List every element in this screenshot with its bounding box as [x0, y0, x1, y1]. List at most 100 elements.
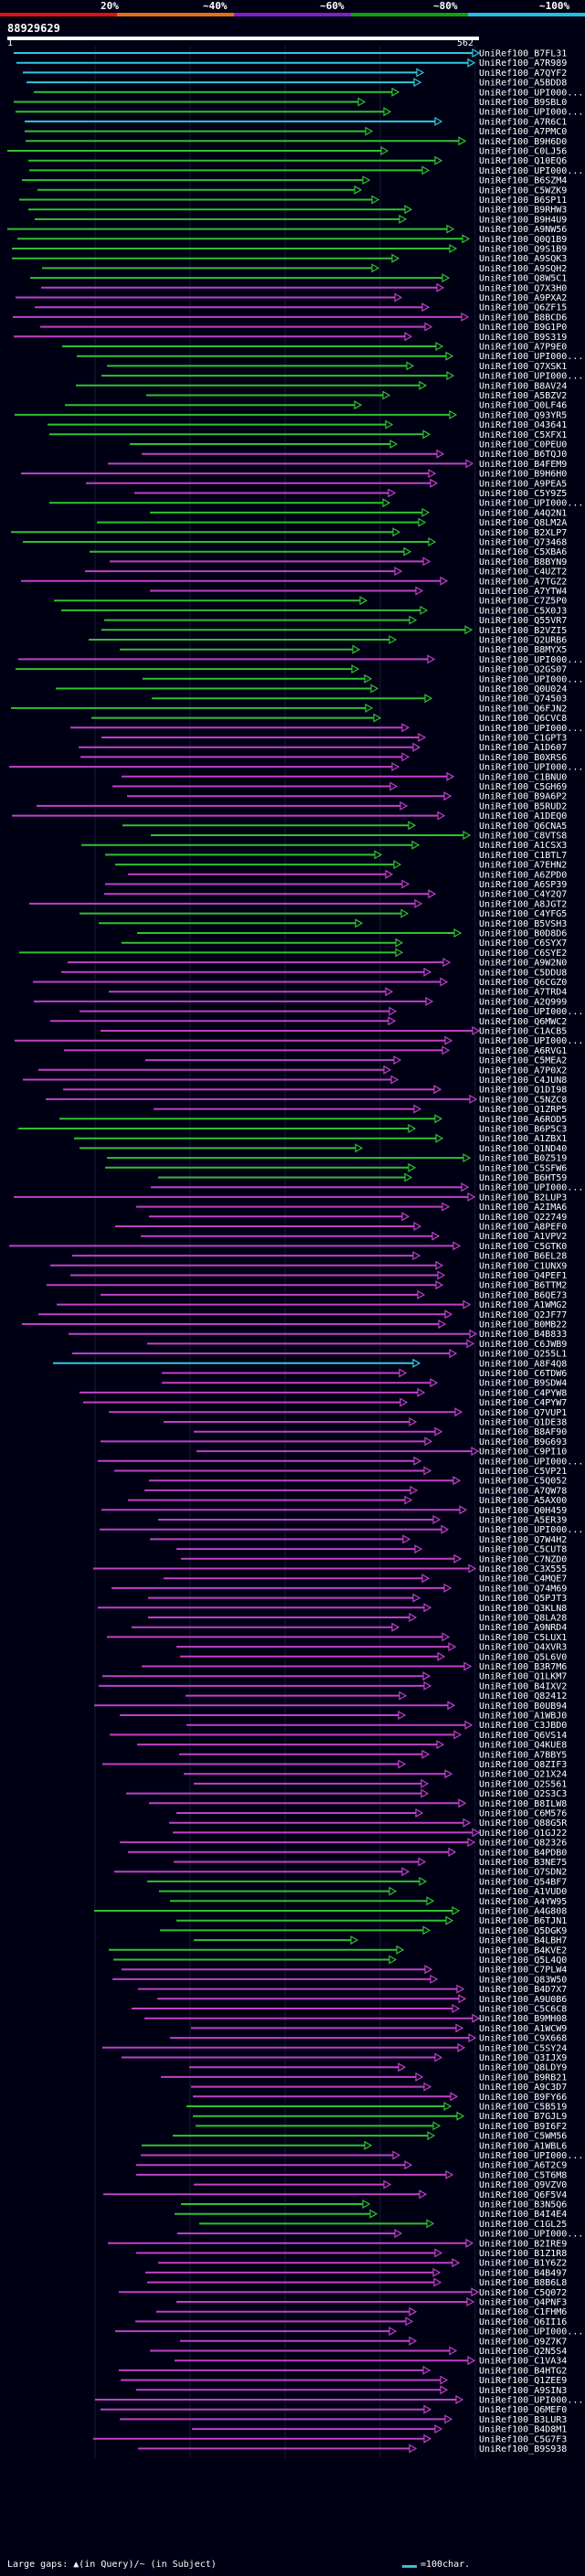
hit-row[interactable]: UniRef100_Q8LA28	[148, 1612, 567, 1624]
hit-row[interactable]: UniRef100_Q82412	[186, 1691, 567, 1701]
hit-label[interactable]: UniRef100_Q8ZIF3	[479, 1760, 567, 1770]
hit-label[interactable]: UniRef100_A1D607	[479, 743, 567, 753]
hit-label[interactable]: UniRef100_A7QYF2	[479, 69, 567, 79]
hit-row[interactable]: UniRef100_O43641	[48, 419, 567, 430]
hit-label[interactable]: UniRef100_A1CSX3	[479, 841, 567, 851]
hit-row[interactable]: UniRef100_B8B6L8	[147, 2277, 567, 2288]
hit-label[interactable]: UniRef100_C4Y2Q7	[479, 890, 567, 900]
hit-label[interactable]: UniRef100_Q7W4H2	[479, 1535, 567, 1545]
hit-row[interactable]: UniRef100_B9S319	[14, 332, 567, 343]
hit-row[interactable]: UniRef100_A7R989	[16, 58, 567, 69]
hit-label[interactable]: UniRef100_B9S938	[479, 2444, 567, 2454]
hit-label[interactable]: UniRef100_C5Q052	[479, 1477, 567, 1487]
hit-label[interactable]: UniRef100_C1BNU0	[479, 772, 567, 782]
hit-label[interactable]: UniRef100_A7P9E0	[479, 343, 567, 353]
hit-row[interactable]: UniRef100_B6QE73	[101, 1289, 567, 1300]
hit-label[interactable]: UniRef100_B2VZI5	[479, 626, 567, 636]
hit-row[interactable]: UniRef100_Q4KUE8	[137, 1740, 567, 1751]
hit-row[interactable]: UniRef100_B4B497	[145, 2267, 567, 2278]
hit-label[interactable]: UniRef100_UPI000...	[479, 1007, 583, 1017]
hit-label[interactable]: UniRef100_A7BBY5	[479, 1750, 567, 1760]
hit-row[interactable]: UniRef100_Q8W5C1	[30, 273, 567, 284]
hit-row[interactable]: UniRef100_A7EHN2	[115, 860, 567, 871]
hit-label[interactable]: UniRef100_B7GJL9	[479, 2112, 567, 2122]
hit-row[interactable]: UniRef100_A1CSX3	[81, 840, 567, 851]
hit-row[interactable]: UniRef100_Q74503	[152, 694, 567, 705]
hit-row[interactable]: UniRef100_C1UNX9	[50, 1260, 567, 1271]
hit-label[interactable]: UniRef100_UPI000...	[479, 2327, 583, 2337]
hit-row[interactable]: UniRef100_B4KVE2	[109, 1945, 567, 1956]
hit-label[interactable]: UniRef100_B0UB94	[479, 1701, 567, 1712]
hit-row[interactable]: UniRef100_Q5PJT3	[148, 1593, 567, 1604]
hit-label[interactable]: UniRef100_C4PYW8	[479, 1388, 567, 1398]
hit-label[interactable]: UniRef100_C9X668	[479, 2034, 567, 2044]
hit-row[interactable]: UniRef100_Q5L6V0	[180, 1651, 567, 1662]
hit-row[interactable]: UniRef100_C5Q072	[119, 2287, 567, 2298]
hit-row[interactable]: UniRef100_Q7VUP1	[109, 1407, 567, 1418]
hit-label[interactable]: UniRef100_UPI000...	[479, 2396, 583, 2406]
hit-row[interactable]: UniRef100_C8VTS8	[151, 830, 567, 842]
hit-label[interactable]: UniRef100_A9NW56	[479, 225, 567, 235]
hit-row[interactable]: UniRef100_A2Q999	[34, 996, 567, 1007]
hit-label[interactable]: UniRef100_C5WZK9	[479, 186, 567, 196]
hit-label[interactable]: UniRef100_Q2JF77	[479, 1310, 567, 1320]
hit-row[interactable]: UniRef100_UPI000...	[9, 762, 583, 773]
hit-label[interactable]: UniRef100_UPI000...	[479, 499, 583, 509]
hit-label[interactable]: UniRef100_A7QW78	[479, 1486, 567, 1496]
hit-row[interactable]: UniRef100_C9X668	[170, 2033, 567, 2044]
hit-label[interactable]: UniRef100_B8MYX5	[479, 645, 567, 655]
hit-row[interactable]: UniRef100_A9NW56	[7, 224, 567, 235]
hit-row[interactable]: UniRef100_Q6FJN2	[11, 703, 567, 714]
hit-row[interactable]: UniRef100_A9SQK3	[12, 253, 567, 264]
hit-row[interactable]: UniRef100_Q8LDY9	[189, 2062, 567, 2073]
hit-label[interactable]: UniRef100_Q9Z7K7	[479, 2337, 567, 2347]
hit-row[interactable]: UniRef100_Q6MWC2	[50, 1016, 567, 1027]
hit-row[interactable]: UniRef100_B9FY66	[193, 2092, 567, 2103]
hit-label[interactable]: UniRef100_B4KVE2	[479, 1945, 567, 1956]
hit-label[interactable]: UniRef100_UPI000...	[479, 1457, 583, 1467]
hit-label[interactable]: UniRef100_A5BZV2	[479, 391, 567, 401]
hit-row[interactable]: UniRef100_Q54BF7	[147, 1876, 567, 1887]
hit-label[interactable]: UniRef100_UPI000...	[479, 1036, 583, 1046]
hit-label[interactable]: UniRef100_A8PEF0	[479, 1223, 567, 1233]
hit-label[interactable]: UniRef100_A1VUD0	[479, 1887, 567, 1897]
hit-label[interactable]: UniRef100_Q22749	[479, 1213, 567, 1223]
hit-label[interactable]: UniRef100_C1UNX9	[479, 1261, 567, 1271]
hit-row[interactable]: UniRef100_UPI000...	[100, 1524, 583, 1535]
hit-label[interactable]: UniRef100_C0LJ56	[479, 147, 567, 157]
hit-row[interactable]: UniRef100_A8F4Q8	[53, 1358, 567, 1369]
hit-row[interactable]: UniRef100_B6SP11	[19, 195, 567, 206]
hit-label[interactable]: UniRef100_Q2GS07	[479, 665, 567, 675]
hit-label[interactable]: UniRef100_Q74M69	[479, 1584, 567, 1594]
hit-label[interactable]: UniRef100_Q2S3C3	[479, 1789, 567, 1799]
hit-row[interactable]: UniRef100_B9MH08	[144, 2013, 567, 2024]
hit-label[interactable]: UniRef100_C1ACB5	[479, 1027, 567, 1037]
hit-label[interactable]: UniRef100_B4D7X7	[479, 1985, 567, 1995]
hit-label[interactable]: UniRef100_Q8W5C1	[479, 274, 567, 284]
hit-row[interactable]: UniRef100_B9RHW3	[28, 205, 567, 216]
hit-row[interactable]: UniRef100_UPI000...	[80, 1006, 583, 1017]
hit-label[interactable]: UniRef100_Q6CVC8	[479, 714, 567, 724]
hit-row[interactable]: UniRef100_Q10EQ6	[28, 155, 567, 166]
hit-label[interactable]: UniRef100_C5SY24	[479, 2043, 567, 2053]
hit-label[interactable]: UniRef100_C5LUX1	[479, 1633, 567, 1643]
hit-row[interactable]: UniRef100_Q6CVC8	[91, 713, 567, 724]
hit-label[interactable]: UniRef100_Q6II16	[479, 2317, 567, 2327]
hit-label[interactable]: UniRef100_B9S319	[479, 333, 567, 343]
hit-label[interactable]: UniRef100_B3NE75	[479, 1858, 567, 1868]
hit-row[interactable]: UniRef100_A9U0B6	[157, 1994, 567, 2005]
hit-label[interactable]: UniRef100_C3JBD0	[479, 1721, 567, 1731]
hit-label[interactable]: UniRef100_C0PEU0	[479, 440, 567, 451]
hit-row[interactable]: UniRef100_B4PDB0	[128, 1847, 567, 1858]
hit-label[interactable]: UniRef100_B5VSH3	[479, 919, 567, 929]
hit-row[interactable]: UniRef100_C5Q052	[149, 1476, 567, 1487]
hit-row[interactable]: UniRef100_Q0U024	[56, 684, 567, 694]
hit-label[interactable]: UniRef100_A2IMA6	[479, 1203, 567, 1213]
hit-row[interactable]: UniRef100_Q5DGK9	[160, 1925, 567, 1936]
hit-label[interactable]: UniRef100_B4IXV2	[479, 1681, 567, 1691]
hit-row[interactable]: UniRef100_Q1ZRP5	[154, 1104, 567, 1115]
hit-label[interactable]: UniRef100_Q4PNF3	[479, 2298, 567, 2308]
hit-row[interactable]: UniRef100_Q7SDN2	[114, 1867, 567, 1878]
hit-row[interactable]: UniRef100_B5VSH3	[99, 918, 567, 929]
hit-label[interactable]: UniRef100_Q4XVR3	[479, 1643, 567, 1653]
